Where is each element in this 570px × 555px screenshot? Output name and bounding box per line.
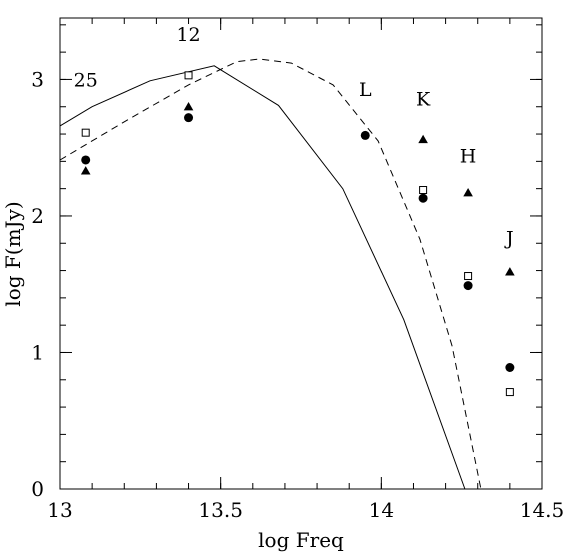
circle-marker [463,281,473,291]
x-tick-labels: 13 13.5 14 14.5 [47,498,564,522]
circle-marker [505,362,515,372]
dashed-model-curve [59,58,482,490]
band-label: L [359,79,372,101]
triangle-marker [463,187,473,197]
solid-model-curve [59,65,466,490]
triangle-marker [183,101,194,111]
x-tick-label: 14.5 [520,498,565,522]
square-marker [184,71,193,80]
square-marker [419,186,428,195]
x-tick-label: 13 [47,498,72,522]
band-labels: 25 12 L K H J [74,24,514,249]
y-tick-label: 1 [31,340,44,364]
square-marker [505,388,514,397]
x-tick-label: 14 [369,498,394,522]
square-marker [464,272,473,281]
band-label: 12 [176,24,200,46]
model-curves [59,58,482,490]
plot-frame [59,17,543,490]
y-tick-label: 0 [31,477,44,501]
band-label: K [416,88,431,110]
triangle-marker [418,134,428,144]
y-tick-labels: 0 1 2 3 [31,67,44,501]
y-tick-label: 2 [31,204,44,228]
band-label: 25 [74,69,98,91]
x-tick-label: 13.5 [198,498,243,522]
band-label: H [460,146,477,168]
data-points [80,71,515,397]
circle-marker [360,130,370,140]
triangle-marker [80,166,91,175]
square-marker [81,128,90,137]
x-axis-title: log Freq [258,528,344,552]
triangle-marker [505,267,515,276]
circle-marker [81,155,91,165]
y-tick-label: 3 [31,67,44,91]
band-label: J [504,228,514,250]
circle-marker [418,193,428,203]
circle-marker [184,113,194,123]
axis-ticks [59,18,543,490]
y-axis-title: log F(mJy) [1,201,25,306]
